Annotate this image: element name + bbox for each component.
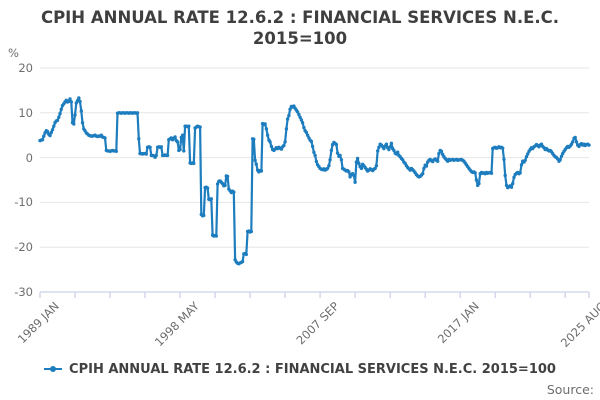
data-line (38, 96, 591, 265)
y-axis-unit-label: % (8, 46, 19, 60)
y-tick-label: -30 (14, 285, 33, 299)
legend-label: CPIH ANNUAL RATE 12.6.2 : FINANCIAL SERV… (69, 361, 556, 377)
y-tick-label: 10 (18, 106, 33, 120)
x-axis (39, 291, 590, 298)
y-tick-label: 0 (25, 151, 33, 165)
legend-line-marker-icon (44, 365, 63, 373)
legend-marker-dot (50, 366, 57, 372)
y-tick-label: 20 (18, 61, 33, 75)
legend-item[interactable]: CPIH ANNUAL RATE 12.6.2 : FINANCIAL SERV… (0, 359, 600, 379)
y-tick-label: -20 (14, 240, 33, 254)
source-label: Source: (546, 382, 594, 397)
y-tick-label: -10 (14, 195, 33, 209)
chart-title: CPIH ANNUAL RATE 12.6.2 : FINANCIAL SERV… (40, 8, 560, 48)
data-markers (38, 96, 591, 266)
